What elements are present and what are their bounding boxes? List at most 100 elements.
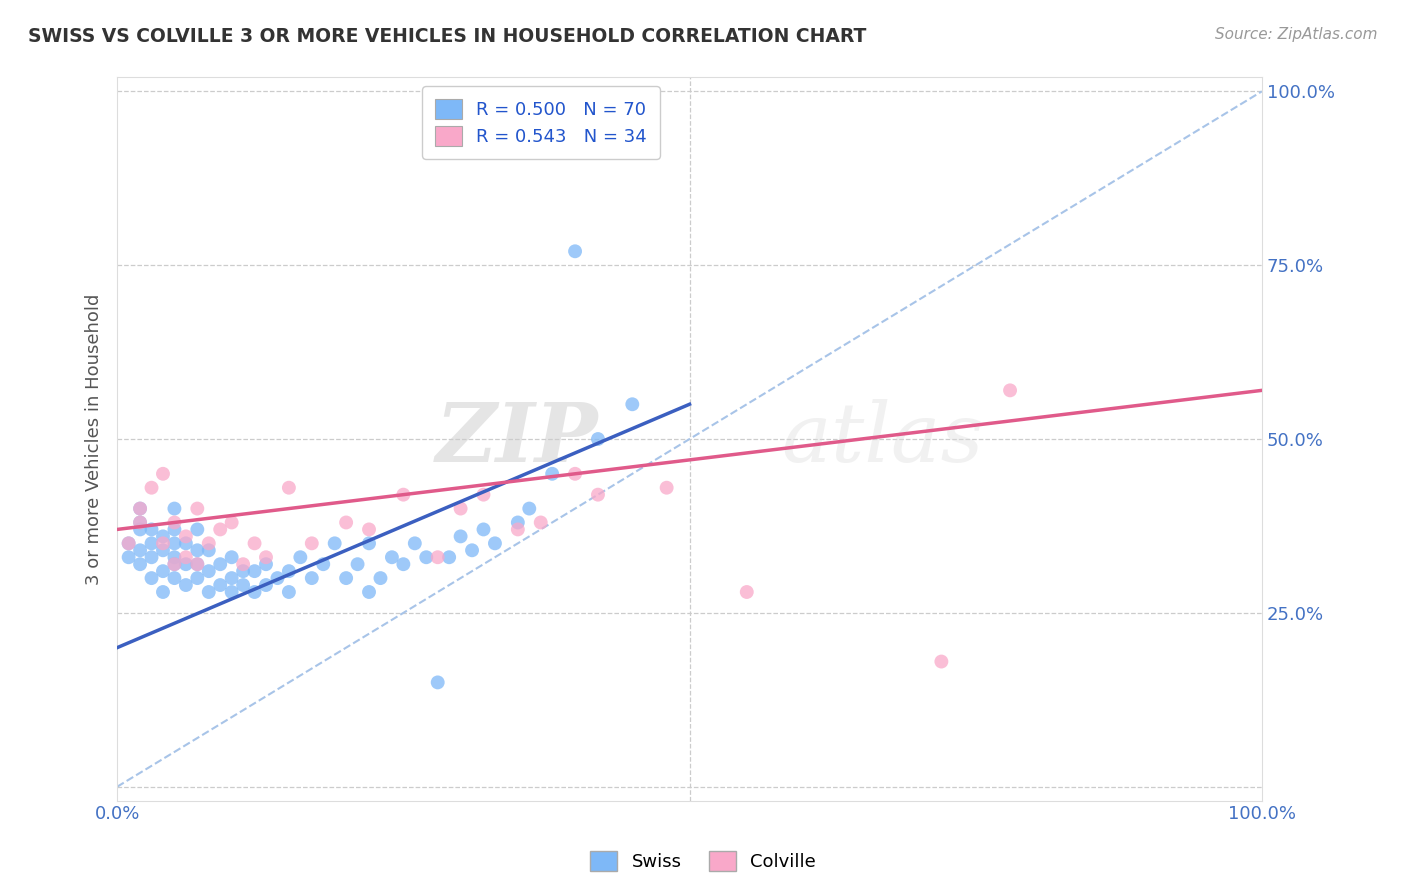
Point: [174, 529, 197, 543]
Point: [472, 488, 495, 502]
Point: [174, 550, 197, 565]
Point: [221, 571, 243, 585]
Point: [335, 571, 357, 585]
Point: [243, 536, 266, 550]
Point: [266, 571, 288, 585]
Point: [186, 543, 208, 558]
Point: [186, 523, 208, 537]
Point: [357, 523, 380, 537]
Point: [141, 571, 163, 585]
Point: [174, 536, 197, 550]
Point: [564, 467, 586, 481]
Point: [186, 558, 208, 572]
Text: SWISS VS COLVILLE 3 OR MORE VEHICLES IN HOUSEHOLD CORRELATION CHART: SWISS VS COLVILLE 3 OR MORE VEHICLES IN …: [28, 27, 866, 45]
Point: [301, 536, 323, 550]
Point: [117, 550, 139, 565]
Point: [450, 501, 472, 516]
Point: [357, 536, 380, 550]
Point: [484, 536, 506, 550]
Point: [174, 578, 197, 592]
Point: [152, 564, 174, 578]
Point: [129, 523, 152, 537]
Point: [221, 516, 243, 530]
Point: [129, 516, 152, 530]
Point: [472, 523, 495, 537]
Point: [323, 536, 346, 550]
Point: [232, 578, 254, 592]
Point: [163, 536, 186, 550]
Point: [117, 536, 139, 550]
Point: [277, 481, 299, 495]
Point: [243, 564, 266, 578]
Point: [141, 523, 163, 537]
Point: [117, 536, 139, 550]
Point: [163, 516, 186, 530]
Point: [735, 585, 758, 599]
Point: [152, 536, 174, 550]
Point: [254, 558, 277, 572]
Text: ZIP: ZIP: [436, 399, 598, 479]
Point: [197, 536, 219, 550]
Point: [129, 501, 152, 516]
Point: [129, 543, 152, 558]
Point: [931, 655, 953, 669]
Point: [129, 516, 152, 530]
Point: [392, 558, 415, 572]
Legend: R = 0.500   N = 70, R = 0.543   N = 34: R = 0.500 N = 70, R = 0.543 N = 34: [422, 87, 659, 159]
Point: [277, 564, 299, 578]
Point: [163, 501, 186, 516]
Point: [346, 558, 368, 572]
Legend: Swiss, Colville: Swiss, Colville: [583, 844, 823, 879]
Point: [541, 467, 564, 481]
Point: [426, 675, 449, 690]
Point: [506, 523, 529, 537]
Point: [357, 585, 380, 599]
Point: [232, 558, 254, 572]
Point: [129, 558, 152, 572]
Point: [277, 585, 299, 599]
Point: [163, 558, 186, 572]
Point: [450, 529, 472, 543]
Point: [564, 244, 586, 259]
Point: [163, 571, 186, 585]
Point: [254, 550, 277, 565]
Point: [221, 585, 243, 599]
Point: [221, 550, 243, 565]
Point: [381, 550, 404, 565]
Point: [186, 501, 208, 516]
Point: [586, 432, 609, 446]
Point: [290, 550, 312, 565]
Point: [243, 585, 266, 599]
Point: [129, 501, 152, 516]
Point: [174, 558, 197, 572]
Point: [152, 585, 174, 599]
Point: [197, 543, 219, 558]
Point: [197, 564, 219, 578]
Point: [152, 543, 174, 558]
Point: [209, 578, 232, 592]
Point: [186, 558, 208, 572]
Point: [426, 550, 449, 565]
Point: [141, 481, 163, 495]
Point: [621, 397, 644, 411]
Point: [141, 536, 163, 550]
Point: [517, 501, 540, 516]
Point: [197, 585, 219, 599]
Point: [152, 467, 174, 481]
Point: [415, 550, 437, 565]
Point: [370, 571, 392, 585]
Point: [530, 516, 553, 530]
Point: [141, 550, 163, 565]
Text: atlas: atlas: [782, 399, 983, 479]
Point: [404, 536, 426, 550]
Point: [232, 564, 254, 578]
Point: [163, 550, 186, 565]
Point: [998, 384, 1021, 398]
Y-axis label: 3 or more Vehicles in Household: 3 or more Vehicles in Household: [86, 293, 103, 585]
Point: [586, 488, 609, 502]
Point: [392, 488, 415, 502]
Point: [335, 516, 357, 530]
Point: [186, 571, 208, 585]
Point: [209, 558, 232, 572]
Text: Source: ZipAtlas.com: Source: ZipAtlas.com: [1215, 27, 1378, 42]
